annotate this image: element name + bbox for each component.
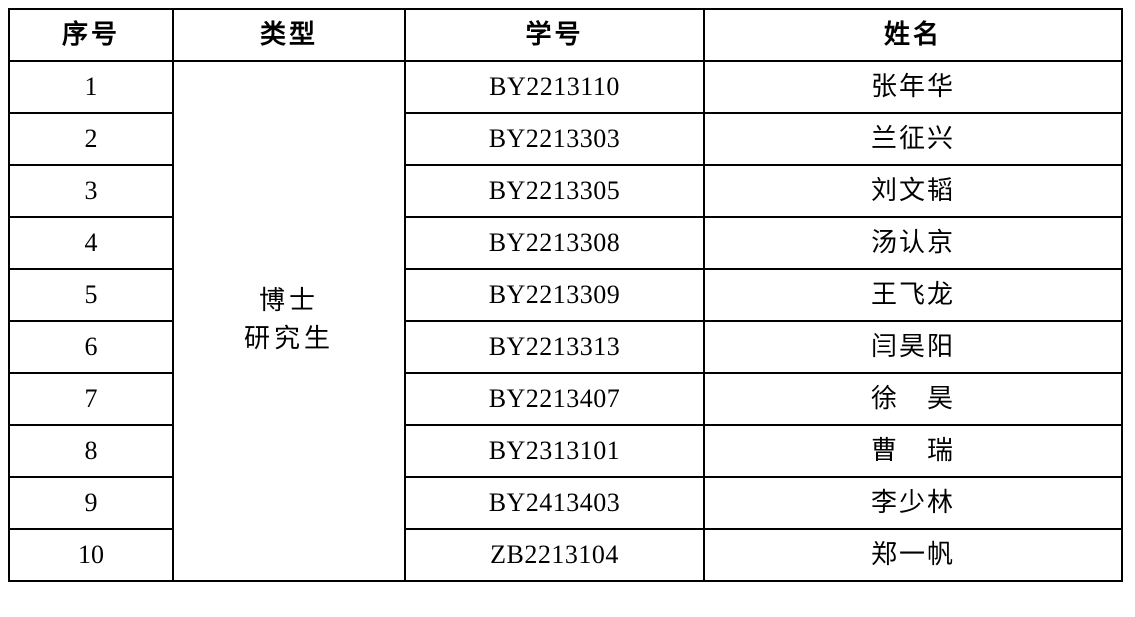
table-row: 8 BY2313101 曹 瑞: [8, 424, 1123, 478]
table-header-row: 序号 类型 学号 姓名: [8, 8, 1123, 62]
cell-student-id: BY2213308: [404, 216, 705, 270]
cell-index: 3: [8, 164, 174, 218]
cell-student-id: BY2213305: [404, 164, 705, 218]
cell-index: 2: [8, 112, 174, 166]
table-row: 1 博士 研究生 BY2213110 张年华: [8, 60, 1123, 582]
cell-student-name: 兰征兴: [703, 112, 1123, 166]
cell-student-name: 郑一帆: [703, 528, 1123, 582]
cell-student-id: BY2413403: [404, 476, 705, 530]
table-row: 10 ZB2213104 郑一帆: [8, 528, 1123, 582]
cell-type-merged: 博士 研究生: [172, 60, 406, 582]
column-header-sid: 学号: [404, 8, 705, 62]
cell-index: 9: [8, 476, 174, 530]
cell-student-name: 刘文韬: [703, 164, 1123, 218]
column-header-type: 类型: [172, 8, 406, 62]
table-row: 2 BY2213303 兰征兴: [8, 112, 1123, 166]
cell-index: 1: [8, 60, 174, 114]
column-header-name: 姓名: [703, 8, 1123, 62]
cell-student-id: ZB2213104: [404, 528, 705, 582]
table-row: 5 BY2213309 王飞龙: [8, 268, 1123, 322]
column-header-index: 序号: [8, 8, 174, 62]
cell-index: 7: [8, 372, 174, 426]
cell-index: 10: [8, 528, 174, 582]
table-row: 3 BY2213305 刘文韬: [8, 164, 1123, 218]
cell-student-name: 曹 瑞: [703, 424, 1123, 478]
student-roster-table: 序号 类型 学号 姓名 1 博士 研究生 BY2213110 张年华 2 BY2…: [8, 8, 1123, 582]
table-row: 9 BY2413403 李少林: [8, 476, 1123, 530]
cell-student-name: 王飞龙: [703, 268, 1123, 322]
cell-index: 8: [8, 424, 174, 478]
table-row: 7 BY2213407 徐 昊: [8, 372, 1123, 426]
cell-student-id: BY2213407: [404, 372, 705, 426]
cell-student-name: 李少林: [703, 476, 1123, 530]
cell-student-name: 徐 昊: [703, 372, 1123, 426]
cell-student-id: BY2313101: [404, 424, 705, 478]
table-row: 4 BY2213308 汤认京: [8, 216, 1123, 270]
cell-student-name: 闫昊阳: [703, 320, 1123, 374]
cell-index: 5: [8, 268, 174, 322]
cell-student-name: 张年华: [703, 60, 1123, 114]
cell-student-name: 汤认京: [703, 216, 1123, 270]
table-row: 6 BY2213313 闫昊阳: [8, 320, 1123, 374]
roster-table-container: 序号 类型 学号 姓名 1 博士 研究生 BY2213110 张年华 2 BY2…: [8, 8, 1123, 582]
cell-index: 6: [8, 320, 174, 374]
cell-index: 4: [8, 216, 174, 270]
cell-student-id: BY2213309: [404, 268, 705, 322]
cell-student-id: BY2213313: [404, 320, 705, 374]
cell-student-id: BY2213303: [404, 112, 705, 166]
cell-student-id: BY2213110: [404, 60, 705, 114]
